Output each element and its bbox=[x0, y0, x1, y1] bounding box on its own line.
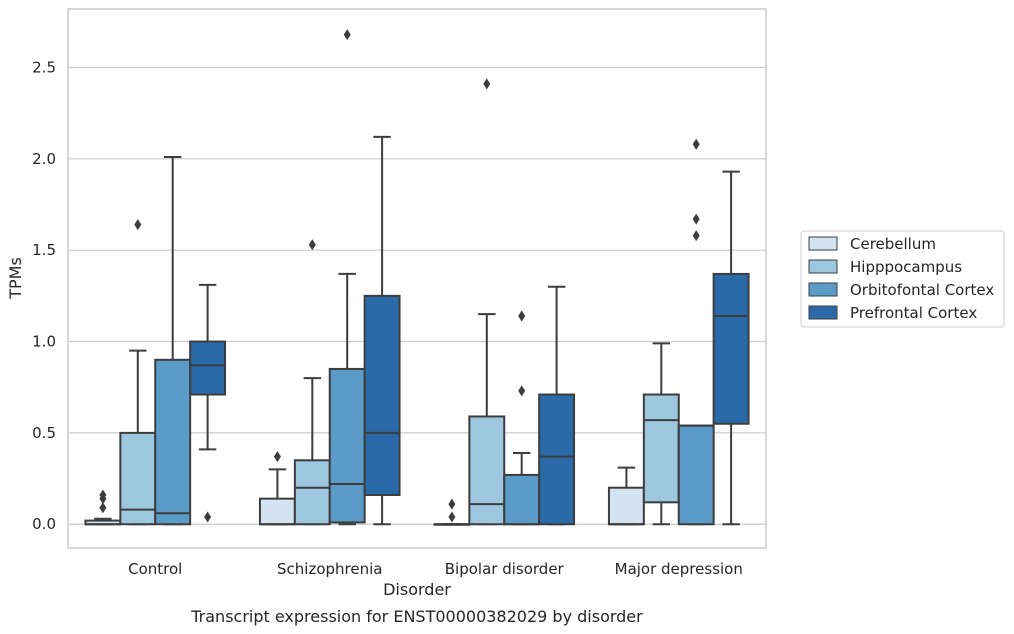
outlier-point bbox=[204, 511, 212, 523]
box-iqr bbox=[503, 473, 541, 526]
outlier-point bbox=[448, 498, 456, 510]
box-hipppocampus bbox=[468, 78, 506, 526]
outlier-point bbox=[99, 489, 107, 501]
outlier-point bbox=[308, 239, 316, 251]
box-iqr bbox=[328, 367, 366, 524]
x-axis-label: Disorder bbox=[383, 580, 451, 599]
outlier-point bbox=[273, 451, 281, 463]
y-tick-label: 0.0 bbox=[32, 515, 56, 533]
legend-swatch bbox=[808, 259, 838, 274]
outlier-point bbox=[483, 78, 491, 90]
x-tick-label: Schizophrenia bbox=[277, 560, 382, 578]
legend-swatch bbox=[808, 236, 838, 251]
box-iqr bbox=[538, 393, 576, 526]
y-tick-label: 1.5 bbox=[32, 241, 56, 259]
box-prefrontal-cortex bbox=[712, 170, 750, 526]
box-prefrontal-cortex bbox=[363, 135, 401, 526]
y-tick-label: 2.0 bbox=[32, 150, 56, 168]
box-iqr bbox=[468, 415, 506, 526]
legend-label: Orbitofontal Cortex bbox=[850, 281, 994, 299]
box-iqr bbox=[293, 459, 331, 526]
box-orbitofontal-cortex bbox=[154, 155, 192, 526]
box-iqr bbox=[154, 358, 192, 526]
chart-caption: Transcript expression for ENST0000038202… bbox=[190, 607, 643, 626]
box-prefrontal-cortex bbox=[538, 285, 576, 526]
legend-swatch bbox=[808, 305, 838, 320]
legend-label: Prefrontal Cortex bbox=[850, 304, 977, 322]
outlier-point bbox=[692, 230, 700, 242]
box-iqr bbox=[258, 497, 296, 526]
box-iqr bbox=[363, 294, 401, 497]
outlier-point bbox=[692, 138, 700, 150]
box-orbitofontal-cortex bbox=[503, 310, 541, 526]
y-tick-label: 1.0 bbox=[32, 333, 56, 351]
outlier-point bbox=[692, 213, 700, 225]
box-iqr bbox=[712, 272, 750, 425]
box-orbitofontal-cortex bbox=[677, 138, 715, 526]
box-hipppocampus bbox=[642, 342, 680, 526]
box-hipppocampus bbox=[293, 239, 331, 526]
y-tick-label: 0.5 bbox=[32, 424, 56, 442]
legend-label: Hipppocampus bbox=[850, 258, 962, 276]
x-axis-ticks: Control Schizophrenia Bipolar disorder Majo… bbox=[128, 560, 743, 578]
outlier-point bbox=[448, 511, 456, 523]
outlier-point bbox=[99, 502, 107, 514]
box-cerebellum bbox=[433, 498, 471, 526]
legend-frame bbox=[800, 230, 1005, 328]
y-tick-label: 2.5 bbox=[32, 58, 56, 76]
box-hipppocampus bbox=[119, 219, 157, 526]
box-cerebellum bbox=[84, 489, 122, 526]
y-axis-ticks: 0.0 0.5 1.0 1.5 2.0 2.5 bbox=[32, 58, 56, 533]
outlier-point bbox=[518, 310, 526, 322]
box-prefrontal-cortex bbox=[189, 283, 227, 523]
box-orbitofontal-cortex bbox=[328, 29, 366, 526]
legend-label: Cerebellum bbox=[850, 235, 936, 253]
box-iqr bbox=[677, 424, 715, 526]
box-iqr bbox=[189, 340, 227, 396]
y-axis-label: TPMs bbox=[6, 257, 25, 300]
outlier-point bbox=[518, 385, 526, 397]
boxes bbox=[84, 29, 750, 526]
outlier-point bbox=[343, 29, 351, 41]
box-iqr bbox=[607, 486, 645, 526]
box-cerebellum bbox=[258, 451, 296, 526]
legend-swatch bbox=[808, 282, 838, 297]
box-cerebellum bbox=[607, 466, 645, 526]
box-iqr bbox=[642, 393, 680, 504]
outlier-point bbox=[134, 219, 142, 231]
x-tick-label: Control bbox=[128, 560, 182, 578]
legend: Cerebellum Hipppocampus Orbitofontal Corte… bbox=[800, 230, 1005, 328]
x-tick-label: Bipolar disorder bbox=[445, 560, 565, 578]
x-tick-label: Major depression bbox=[615, 560, 743, 578]
plot-frame bbox=[67, 8, 767, 549]
